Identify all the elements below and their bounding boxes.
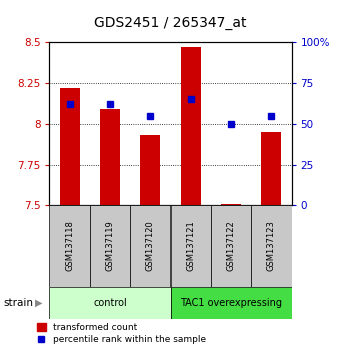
Bar bbox=[221, 204, 241, 205]
Bar bbox=[90, 205, 130, 287]
Text: strain: strain bbox=[3, 298, 33, 308]
Text: control: control bbox=[93, 298, 127, 308]
Bar bbox=[261, 132, 281, 205]
Bar bbox=[140, 135, 160, 205]
Bar bbox=[60, 88, 80, 205]
Text: GSM137118: GSM137118 bbox=[65, 221, 74, 272]
Text: GSM137120: GSM137120 bbox=[146, 221, 155, 272]
Bar bbox=[49, 205, 90, 287]
Bar bbox=[100, 109, 120, 205]
Bar bbox=[181, 47, 201, 205]
Text: ▶: ▶ bbox=[35, 298, 43, 308]
Text: GSM137122: GSM137122 bbox=[226, 221, 236, 272]
Text: TAC1 overexpressing: TAC1 overexpressing bbox=[180, 298, 282, 308]
Text: GSM137119: GSM137119 bbox=[105, 221, 115, 272]
Bar bbox=[251, 205, 292, 287]
Bar bbox=[170, 287, 292, 319]
Bar bbox=[211, 205, 251, 287]
Text: GSM137123: GSM137123 bbox=[267, 221, 276, 272]
Text: GDS2451 / 265347_at: GDS2451 / 265347_at bbox=[94, 16, 247, 30]
Bar bbox=[130, 205, 170, 287]
Bar bbox=[49, 287, 170, 319]
Text: GSM137121: GSM137121 bbox=[186, 221, 195, 272]
Bar bbox=[170, 205, 211, 287]
Legend: transformed count, percentile rank within the sample: transformed count, percentile rank withi… bbox=[37, 323, 206, 344]
